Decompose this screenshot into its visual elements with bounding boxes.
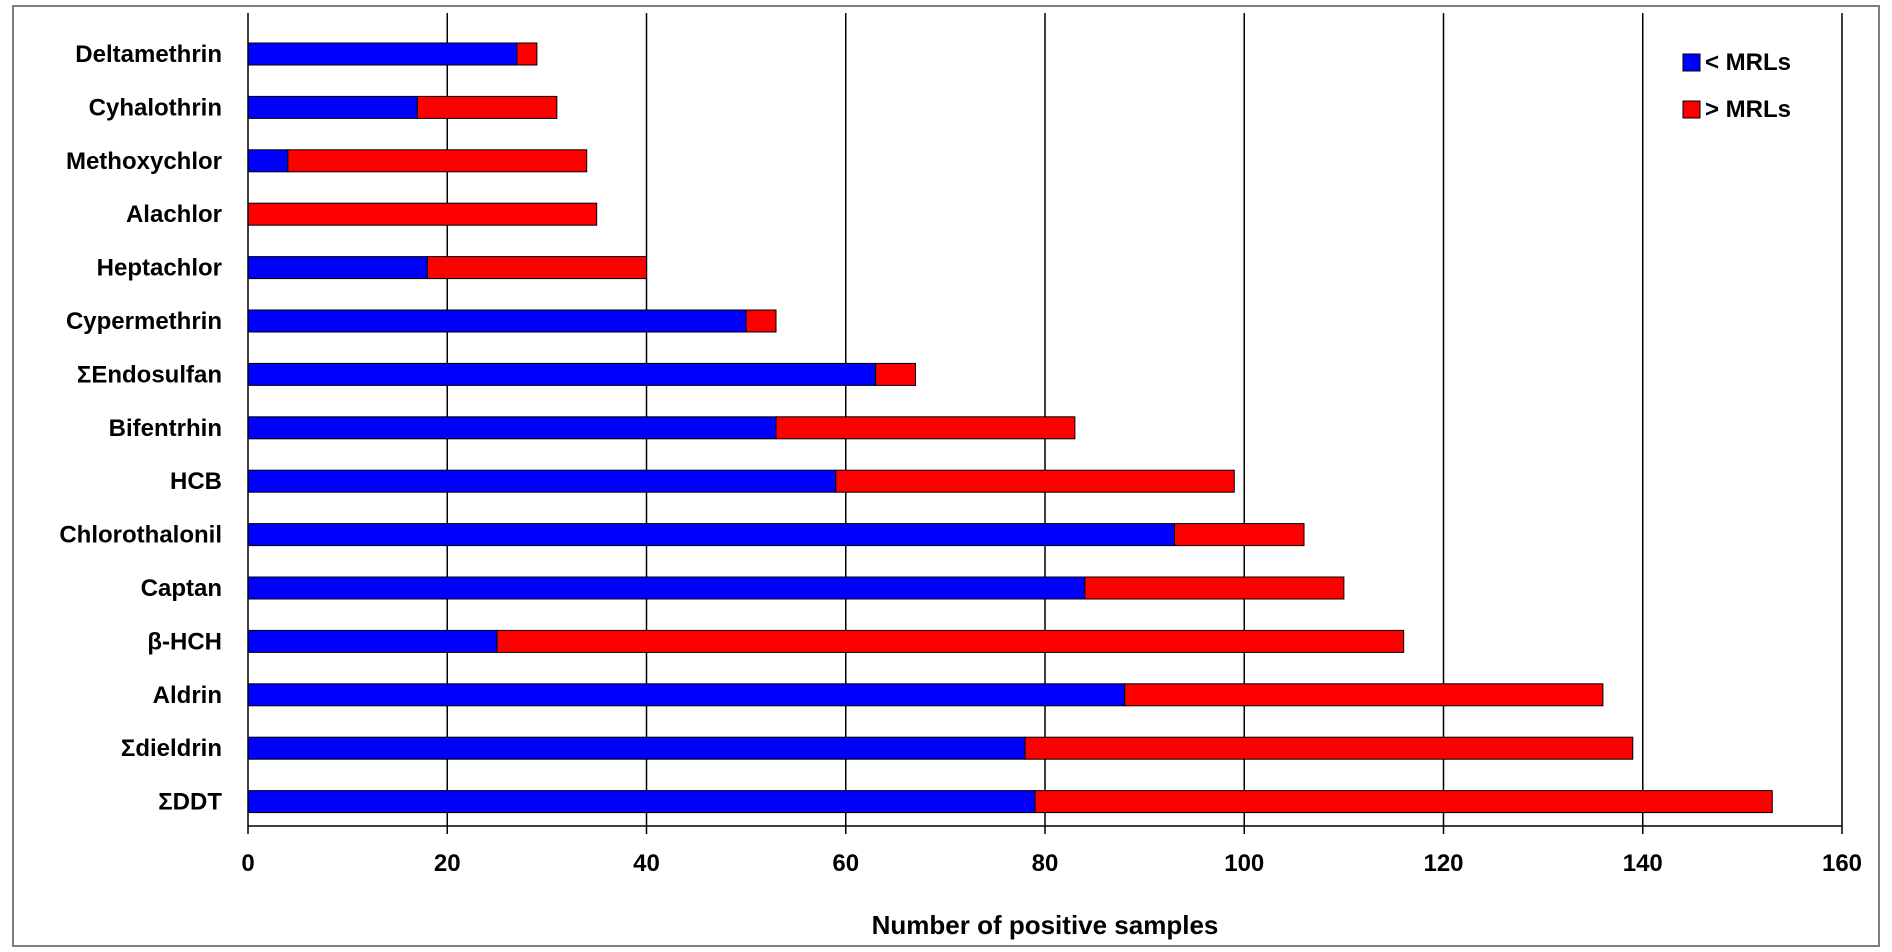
bar-above-mrl-3 — [247, 202, 598, 226]
bar-below-mrl-12 — [247, 683, 1126, 707]
bar-above-mrl-10 — [1084, 576, 1345, 600]
bar-above-mrl-13 — [1024, 736, 1634, 760]
bar-below-mrl-7 — [247, 416, 777, 440]
category-label-8: HCB — [170, 468, 222, 495]
x-tick-label-80: 80 — [1032, 850, 1059, 877]
legend-swatch-above-mrl — [1682, 100, 1701, 119]
bar-above-mrl-1 — [416, 95, 558, 119]
bar-above-mrl-6 — [875, 362, 916, 386]
bar-above-mrl-5 — [745, 309, 777, 333]
bar-below-mrl-4 — [247, 256, 428, 280]
bar-below-mrl-11 — [247, 629, 498, 653]
bar-above-mrl-4 — [426, 256, 648, 280]
bar-below-mrl-8 — [247, 469, 837, 493]
legend-label-above-mrl: > MRLs — [1705, 96, 1791, 123]
category-label-9: Chlorothalonil — [59, 522, 222, 549]
category-label-13: Σdieldrin — [121, 735, 222, 762]
x-tick-label-120: 120 — [1423, 850, 1463, 877]
bar-above-mrl-9 — [1174, 523, 1305, 547]
bar-below-mrl-9 — [247, 523, 1176, 547]
bar-below-mrl-6 — [247, 362, 877, 386]
bar-below-mrl-0 — [247, 42, 518, 66]
category-label-6: ΣEndosulfan — [77, 361, 222, 388]
category-label-14: ΣDDT — [158, 789, 222, 816]
category-label-3: Alachlor — [126, 201, 222, 228]
bar-below-mrl-2 — [247, 149, 289, 173]
bar-above-mrl-7 — [775, 416, 1076, 440]
bar-above-mrl-14 — [1034, 790, 1773, 814]
bar-above-mrl-12 — [1124, 683, 1604, 707]
x-tick-label-100: 100 — [1224, 850, 1264, 877]
x-tick-label-40: 40 — [633, 850, 660, 877]
x-tick-label-0: 0 — [241, 850, 254, 877]
category-label-10: Captan — [141, 575, 222, 602]
bar-above-mrl-8 — [835, 469, 1235, 493]
x-tick-label-160: 160 — [1822, 850, 1862, 877]
x-tick-label-140: 140 — [1623, 850, 1663, 877]
category-label-12: Aldrin — [153, 682, 222, 709]
bar-above-mrl-0 — [516, 42, 538, 66]
bar-below-mrl-10 — [247, 576, 1086, 600]
chart-frame — [12, 5, 1880, 947]
category-label-11: β-HCH — [147, 628, 222, 655]
bar-below-mrl-13 — [247, 736, 1026, 760]
x-axis-title: Number of positive samples — [872, 910, 1219, 940]
category-label-2: Methoxychlor — [66, 148, 222, 175]
bar-above-mrl-2 — [287, 149, 588, 173]
bar-above-mrl-11 — [496, 629, 1405, 653]
bar-below-mrl-5 — [247, 309, 747, 333]
category-label-4: Heptachlor — [97, 255, 222, 282]
category-label-1: Cyhalothrin — [89, 94, 222, 121]
legend-swatch-below-mrl — [1682, 53, 1701, 72]
category-label-7: Bifentrhin — [109, 415, 222, 442]
bar-below-mrl-1 — [247, 95, 418, 119]
category-label-5: Cypermethrin — [66, 308, 222, 335]
x-tick-label-60: 60 — [832, 850, 859, 877]
x-tick-label-20: 20 — [434, 850, 461, 877]
category-label-0: Deltamethrin — [75, 41, 222, 68]
legend-label-below-mrl: < MRLs — [1705, 49, 1791, 76]
bar-below-mrl-14 — [247, 790, 1036, 814]
